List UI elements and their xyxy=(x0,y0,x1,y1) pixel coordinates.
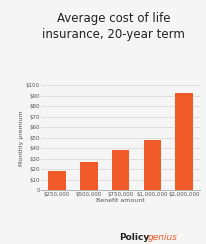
Text: genius: genius xyxy=(147,233,177,242)
X-axis label: Benefit amount: Benefit amount xyxy=(96,198,145,203)
Bar xyxy=(48,172,66,190)
Text: Average cost of life
insurance, 20-year term: Average cost of life insurance, 20-year … xyxy=(42,12,185,41)
Bar xyxy=(80,162,97,190)
Bar xyxy=(112,151,129,190)
Bar xyxy=(144,140,161,190)
Y-axis label: Monthly premium: Monthly premium xyxy=(19,110,25,166)
Bar xyxy=(175,93,193,190)
Text: Policy: Policy xyxy=(119,233,150,242)
